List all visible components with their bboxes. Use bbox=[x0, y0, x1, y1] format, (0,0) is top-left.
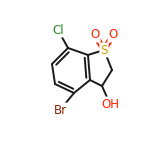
Text: Cl: Cl bbox=[52, 24, 64, 36]
Text: O: O bbox=[108, 29, 118, 41]
Text: Br: Br bbox=[54, 104, 67, 116]
Text: OH: OH bbox=[101, 97, 119, 111]
Text: O: O bbox=[90, 29, 100, 41]
Text: S: S bbox=[100, 43, 108, 57]
